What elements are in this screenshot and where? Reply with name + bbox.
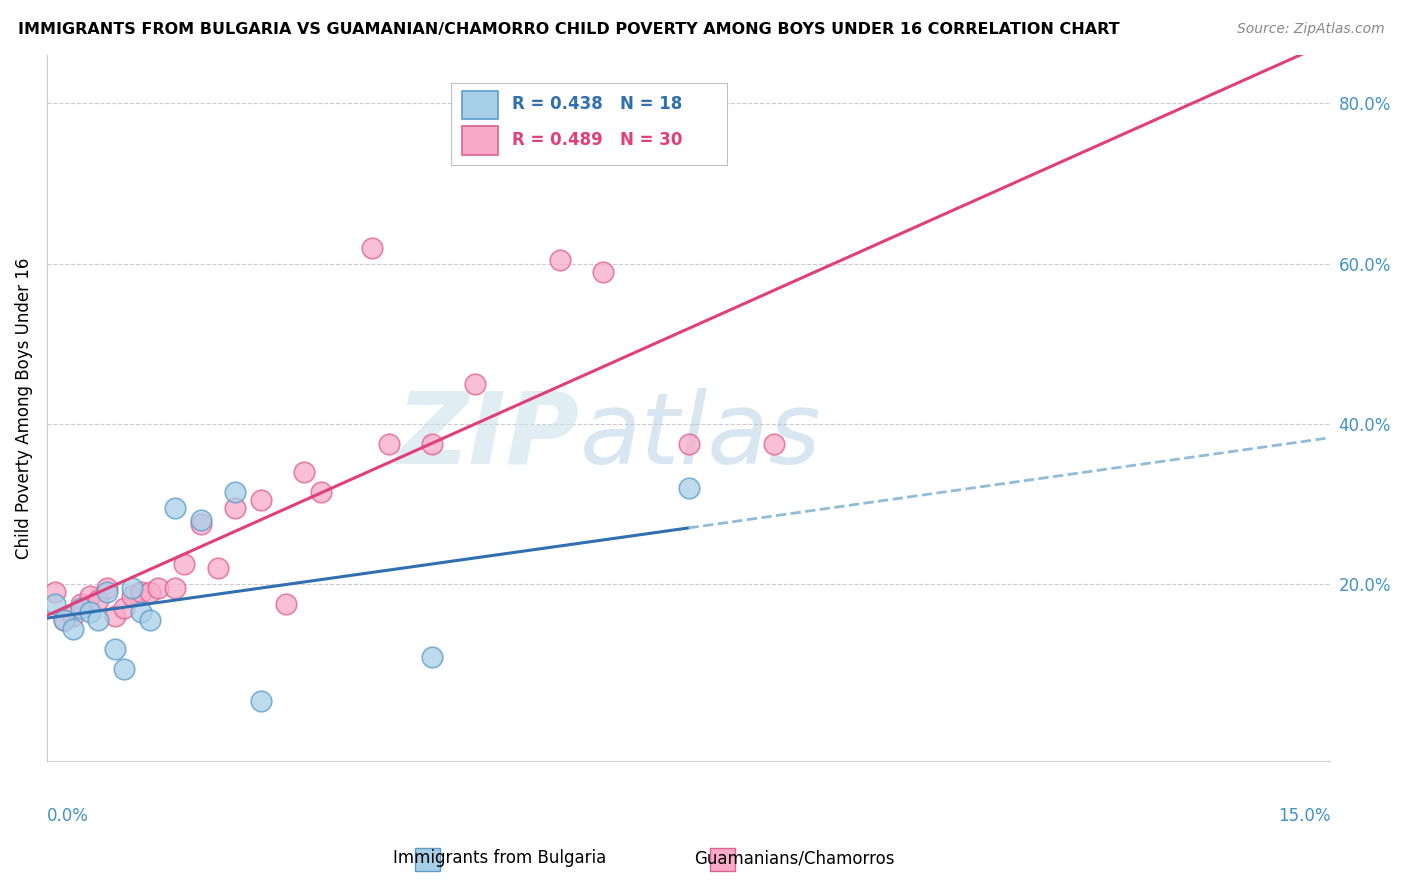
Point — [224, 501, 246, 516]
Point — [87, 614, 110, 628]
Point — [292, 465, 315, 479]
Text: atlas: atlas — [579, 388, 821, 484]
Point — [464, 376, 486, 391]
Point — [763, 437, 786, 451]
Point — [96, 582, 118, 596]
Point — [62, 609, 84, 624]
Point — [70, 598, 93, 612]
Point — [309, 485, 332, 500]
Text: ZIP: ZIP — [396, 388, 579, 484]
Point — [121, 590, 143, 604]
Point — [249, 493, 271, 508]
Point — [276, 598, 298, 612]
Text: Guamanians/Chamorros: Guamanians/Chamorros — [695, 849, 894, 867]
Point — [165, 501, 187, 516]
Point — [678, 437, 700, 451]
Point — [146, 582, 169, 596]
Point — [165, 582, 187, 596]
Point — [420, 649, 443, 664]
Point — [104, 609, 127, 624]
Text: Source: ZipAtlas.com: Source: ZipAtlas.com — [1237, 22, 1385, 37]
Point — [378, 437, 401, 451]
Text: Immigrants from Bulgaria: Immigrants from Bulgaria — [392, 849, 606, 867]
Point — [129, 585, 152, 599]
Point — [548, 252, 571, 267]
Point — [53, 614, 76, 628]
Point — [112, 601, 135, 615]
Point — [129, 606, 152, 620]
Y-axis label: Child Poverty Among Boys Under 16: Child Poverty Among Boys Under 16 — [15, 257, 32, 558]
Point — [96, 585, 118, 599]
Point — [190, 517, 212, 532]
Point — [79, 606, 101, 620]
Point — [121, 582, 143, 596]
Point — [190, 513, 212, 527]
Point — [207, 561, 229, 575]
Point — [592, 265, 614, 279]
Point — [44, 598, 66, 612]
Point — [104, 641, 127, 656]
Point — [62, 622, 84, 636]
Point — [224, 485, 246, 500]
Text: 15.0%: 15.0% — [1278, 806, 1330, 825]
Point — [79, 590, 101, 604]
Point — [361, 241, 384, 255]
Text: IMMIGRANTS FROM BULGARIA VS GUAMANIAN/CHAMORRO CHILD POVERTY AMONG BOYS UNDER 16: IMMIGRANTS FROM BULGARIA VS GUAMANIAN/CH… — [18, 22, 1121, 37]
Point — [249, 694, 271, 708]
Point — [53, 614, 76, 628]
Point — [138, 614, 160, 628]
Point — [112, 662, 135, 676]
Point — [173, 558, 195, 572]
Point — [44, 585, 66, 599]
Point — [678, 481, 700, 495]
Text: 0.0%: 0.0% — [46, 806, 89, 825]
Point — [138, 585, 160, 599]
Point — [87, 593, 110, 607]
Point — [420, 437, 443, 451]
Point — [70, 601, 93, 615]
